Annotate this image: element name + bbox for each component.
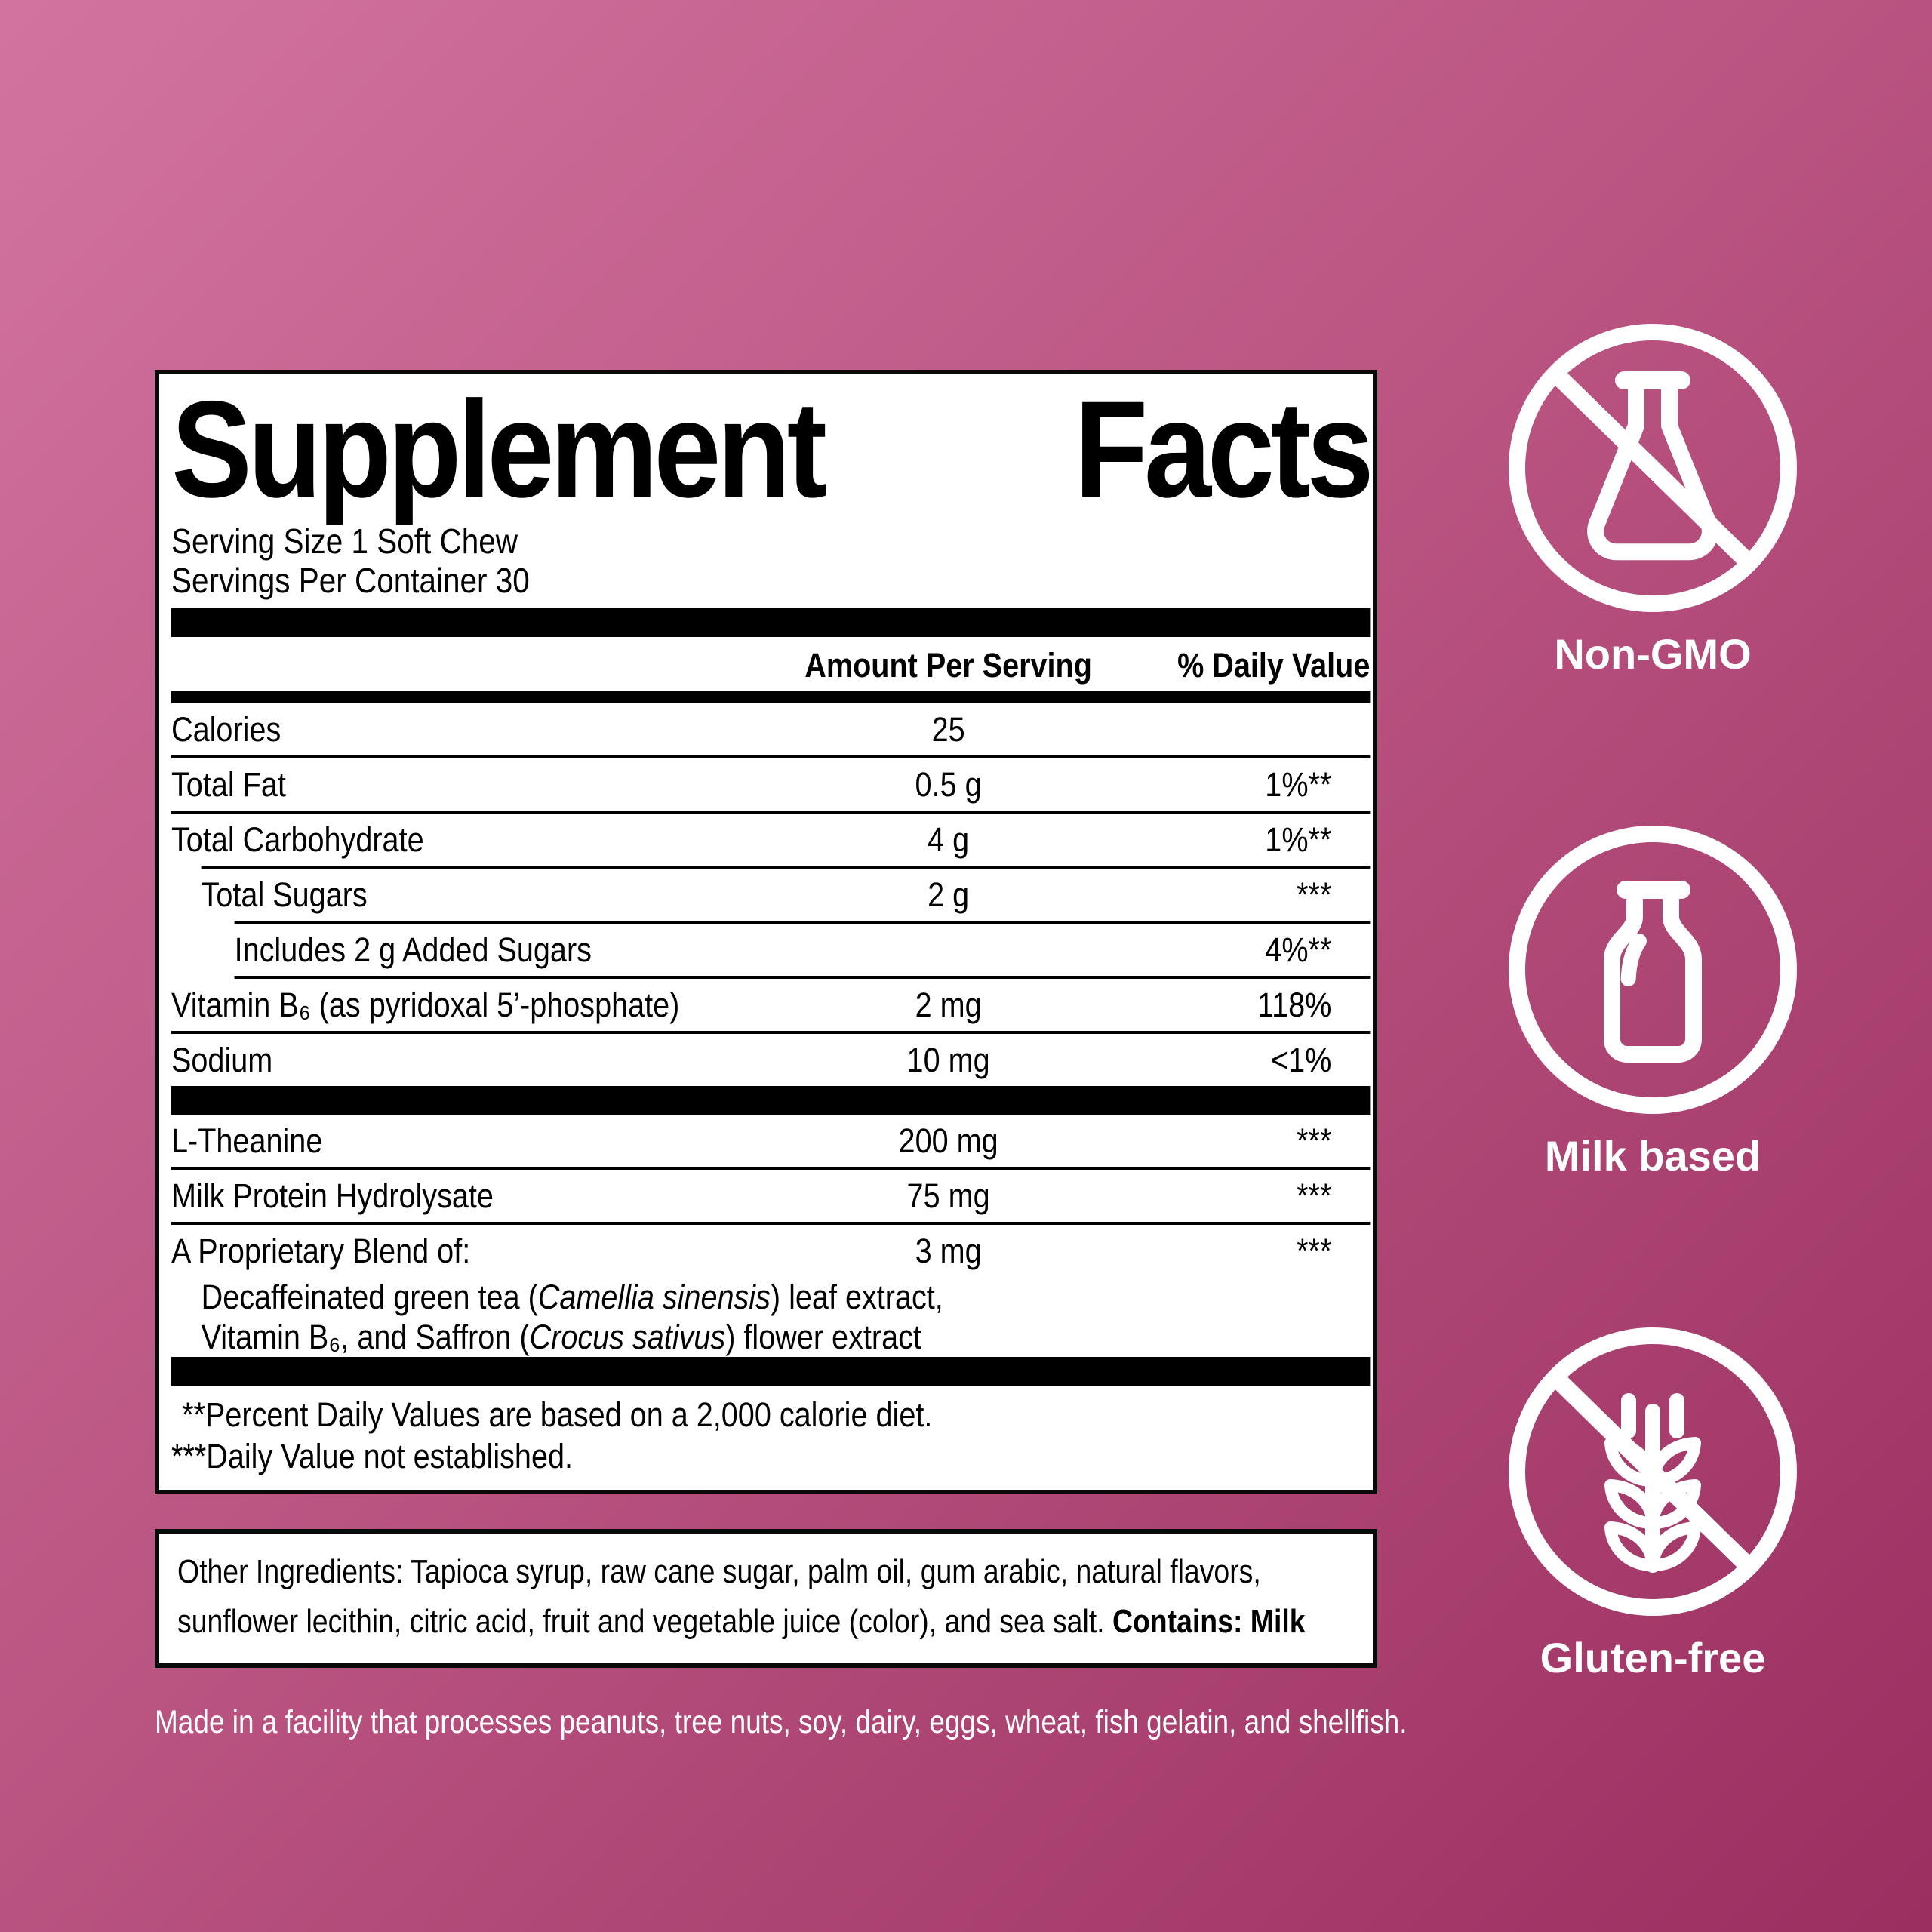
nutrient-rows-main: Calories 25 Total Fat 0.5 g 1%** Total Carboh… <box>171 703 1371 1086</box>
nutrient-name: Total Fat <box>171 764 286 804</box>
row-separator-rule <box>171 1030 1371 1034</box>
nutrient-daily-value: *** <box>1297 1121 1332 1160</box>
table-row: Includes 2 g Added Sugars 4%** <box>171 924 1370 976</box>
table-row: Milk Protein Hydrolysate 75 mg *** <box>171 1170 1370 1222</box>
nutrient-name: Milk Protein Hydrolysate <box>171 1176 494 1215</box>
divider-bar-bottom <box>171 1357 1371 1386</box>
divider-bar-under-header <box>171 691 1371 703</box>
nutrient-name: Total Carbohydrate <box>171 820 424 859</box>
nutrient-name: L-Theanine <box>171 1121 323 1160</box>
facility-allergen-note: Made in a facility that processes peanut… <box>155 1703 1407 1740</box>
badge-non-gmo: Non-GMO <box>1502 317 1804 678</box>
nutrient-daily-value: 1%** <box>1265 764 1332 804</box>
table-row: A Proprietary Blend of: 3 mg *** <box>171 1225 1370 1277</box>
other-ingredients-line: sunflower lecithin, citric acid, fruit a… <box>177 1597 1355 1647</box>
nutrient-amount: 200 mg <box>898 1121 998 1160</box>
table-row: Calories 25 <box>171 703 1370 755</box>
nutrient-amount: 3 mg <box>915 1231 982 1270</box>
nutrient-amount: 2 g <box>928 875 970 914</box>
table-row: Sodium 10 mg <1% <box>171 1034 1370 1086</box>
nutrient-amount: 75 mg <box>906 1176 990 1215</box>
row-separator-rule <box>201 865 1371 869</box>
table-row: L-Theanine 200 mg *** <box>171 1115 1370 1167</box>
nutrient-daily-value: *** <box>1297 1176 1332 1215</box>
text-segment: sunflower lecithin, citric acid, fruit a… <box>177 1602 1112 1640</box>
row-separator-rule <box>171 755 1371 758</box>
row-separator-rule <box>171 1166 1371 1170</box>
serving-info: Serving Size 1 Soft Chew Servings Per Co… <box>171 521 1370 601</box>
row-separator-rule <box>171 810 1371 814</box>
text-segment: ) flower extract <box>725 1318 921 1357</box>
badge-label-gluten-free: Gluten-free <box>1540 1634 1766 1681</box>
title-word-facts: Facts <box>1074 372 1373 526</box>
text-segment: Decaffeinated green tea ( <box>201 1277 538 1316</box>
nutrient-amount: 25 <box>931 709 965 749</box>
table-row: Total Fat 0.5 g 1%** <box>171 758 1370 811</box>
nutrient-amount: 4 g <box>928 820 970 859</box>
nutrient-rows-secondary: L-Theanine 200 mg *** Milk Protein Hydrolys… <box>171 1115 1371 1357</box>
badge-label-milk-based: Milk based <box>1544 1132 1761 1180</box>
milk-bottle-icon <box>1509 826 1797 1114</box>
badge-milk-based: Milk based <box>1502 819 1804 1180</box>
no-wheat-icon <box>1509 1327 1797 1616</box>
nutrient-name: Calories <box>171 709 281 749</box>
text-segment: Camellia sinensis <box>537 1277 771 1316</box>
no-flask-icon <box>1509 324 1797 612</box>
row-separator-rule <box>171 1221 1371 1225</box>
nutrient-daily-value: *** <box>1297 875 1332 914</box>
other-ingredients-box: Other Ingredients: Tapioca syrup, raw ca… <box>155 1528 1377 1668</box>
nutrient-name: Includes 2 g Added Sugars <box>234 930 592 969</box>
text-segment: ) leaf extract, <box>770 1277 943 1316</box>
table-row: Total Sugars 2 g *** <box>171 869 1370 921</box>
text-segment: Vitamin B₆, and Saffron ( <box>201 1318 530 1357</box>
table-row: Vitamin B₆ (as pyridoxal 5’-phosphate) 2 … <box>171 979 1370 1031</box>
divider-bar-top <box>171 608 1371 637</box>
footnotes: **Percent Daily Values are based on a 2,… <box>171 1395 1370 1478</box>
nutrient-name: Total Sugars <box>201 875 368 914</box>
row-separator-rule <box>234 920 1371 924</box>
table-header-row: Amount Per Serving % Daily Value <box>171 637 1370 691</box>
row-separator-rule <box>234 975 1371 979</box>
nutrient-daily-value: <1% <box>1270 1040 1332 1079</box>
nutrient-name: Vitamin B₆ (as pyridoxal 5’-phosphate) <box>171 985 680 1024</box>
divider-bar-middle <box>171 1085 1371 1115</box>
label-column: Supplement Facts Serving Size 1 Soft Che… <box>155 370 1407 1741</box>
supplement-facts-content: Supplement Facts Serving Size 1 Soft Che… <box>171 372 1373 1478</box>
nutrient-daily-value: 1%** <box>1265 820 1332 859</box>
other-ingredients-text: Other Ingredients: Tapioca syrup, raw ca… <box>177 1547 1355 1647</box>
nutrient-name: Sodium <box>171 1040 273 1079</box>
text-segment: Crocus sativus <box>529 1318 726 1357</box>
nutrient-amount: 0.5 g <box>915 764 982 804</box>
text-segment: Other Ingredients: Tapioca syrup, raw ca… <box>177 1552 1261 1590</box>
table-row: Total Carbohydrate 4 g 1%** <box>171 814 1370 866</box>
text-segment: Contains: Milk <box>1112 1602 1306 1640</box>
supplement-facts-title: Supplement Facts <box>171 372 1373 526</box>
badge-label-non-gmo: Non-GMO <box>1554 630 1752 678</box>
footnote-line: **Percent Daily Values are based on a 2,… <box>182 1395 933 1435</box>
nutrient-amount: 10 mg <box>906 1040 990 1079</box>
supplement-facts-panel: Supplement Facts Serving Size 1 Soft Che… <box>155 370 1377 1494</box>
servings-per-container-line: Servings Per Container 30 <box>171 560 530 600</box>
amount-per-serving-header: Amount Per Serving <box>804 645 1092 685</box>
proprietary-blend-component: Vitamin B₆, and Saffron (Crocus sativus)… <box>171 1317 1370 1357</box>
nutrient-name: A Proprietary Blend of: <box>171 1231 471 1270</box>
title-word-supplement: Supplement <box>171 372 827 526</box>
serving-size-line: Serving Size 1 Soft Chew <box>171 521 518 561</box>
nutrient-daily-value: 118% <box>1257 985 1332 1024</box>
footnote-line: ***Daily Value not established. <box>171 1437 574 1476</box>
nutrient-daily-value: 4%** <box>1265 930 1332 969</box>
other-ingredients-line: Other Ingredients: Tapioca syrup, raw ca… <box>177 1547 1355 1597</box>
nutrient-daily-value: *** <box>1297 1231 1332 1270</box>
badge-column: Non-GMO Milk based <box>1502 317 1804 1682</box>
daily-value-header: % Daily Value <box>1177 645 1371 685</box>
badge-gluten-free: Gluten-free <box>1502 1321 1804 1682</box>
nutrient-amount: 2 mg <box>915 985 982 1024</box>
proprietary-blend-component: Decaffeinated green tea (Camellia sinens… <box>171 1277 1370 1317</box>
